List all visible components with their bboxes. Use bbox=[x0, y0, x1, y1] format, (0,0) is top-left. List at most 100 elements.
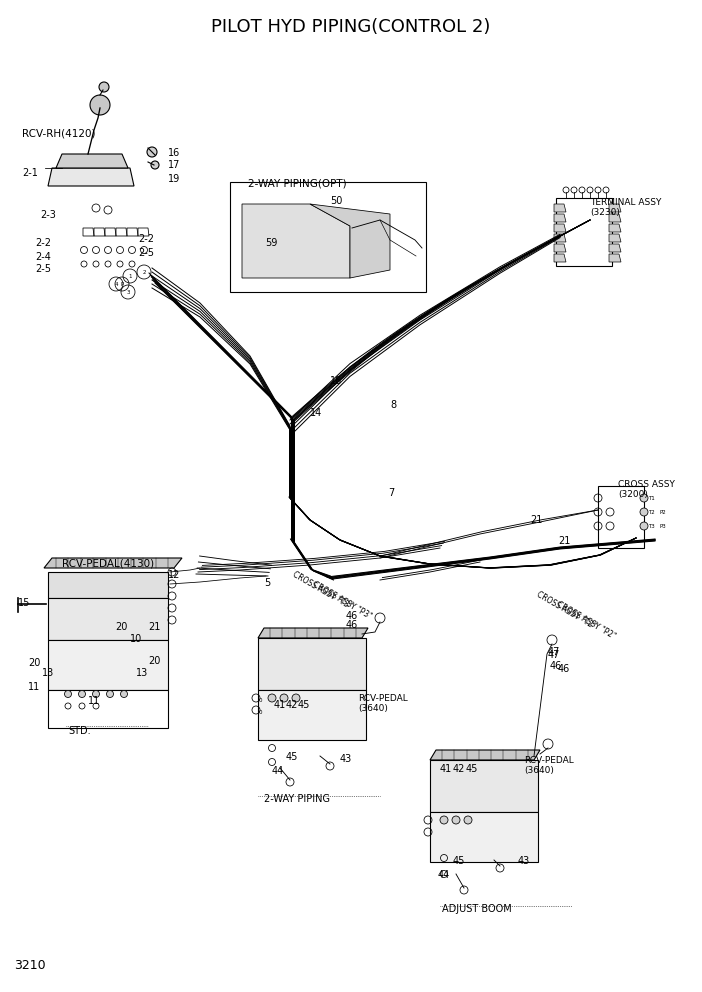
Polygon shape bbox=[609, 224, 621, 232]
Polygon shape bbox=[554, 204, 566, 212]
Text: T2: T2 bbox=[648, 510, 655, 515]
Text: 2-3: 2-3 bbox=[40, 210, 56, 220]
Text: 15: 15 bbox=[18, 598, 30, 608]
Text: 20: 20 bbox=[28, 658, 41, 668]
Text: RCV-PEDAL
(3640): RCV-PEDAL (3640) bbox=[524, 756, 574, 776]
Text: 13: 13 bbox=[136, 668, 148, 678]
Text: ADJUST BOOM: ADJUST BOOM bbox=[442, 904, 512, 914]
Polygon shape bbox=[44, 558, 182, 568]
Text: 16: 16 bbox=[168, 148, 180, 158]
Circle shape bbox=[90, 95, 110, 115]
Circle shape bbox=[147, 147, 157, 157]
Text: RCV-PEDAL
(3640): RCV-PEDAL (3640) bbox=[358, 694, 408, 713]
Text: 8: 8 bbox=[390, 400, 396, 410]
Text: 0: 0 bbox=[258, 697, 262, 702]
Text: 43: 43 bbox=[340, 754, 352, 764]
Text: T1: T1 bbox=[648, 495, 655, 501]
Text: 21: 21 bbox=[558, 536, 570, 546]
Polygon shape bbox=[609, 234, 621, 242]
Text: STD.: STD. bbox=[68, 726, 91, 736]
Text: CROSS ASSY
(3200): CROSS ASSY (3200) bbox=[618, 480, 675, 499]
Polygon shape bbox=[258, 628, 368, 638]
Polygon shape bbox=[609, 214, 621, 222]
Text: 2-5: 2-5 bbox=[138, 248, 154, 258]
Text: CROSS ASSY "T2": CROSS ASSY "T2" bbox=[536, 590, 597, 631]
Text: 2-4: 2-4 bbox=[35, 252, 51, 262]
Text: 42: 42 bbox=[453, 764, 465, 774]
Text: 11: 11 bbox=[88, 696, 100, 706]
Text: 44: 44 bbox=[272, 766, 284, 776]
Circle shape bbox=[280, 694, 288, 702]
Circle shape bbox=[65, 690, 72, 697]
Bar bbox=[48, 640, 168, 690]
Text: 19: 19 bbox=[168, 174, 180, 184]
Circle shape bbox=[79, 690, 86, 697]
Text: 45: 45 bbox=[298, 700, 310, 710]
Circle shape bbox=[107, 690, 114, 697]
Text: 2-2: 2-2 bbox=[138, 234, 154, 244]
Text: P3: P3 bbox=[660, 524, 667, 529]
Text: 11: 11 bbox=[28, 682, 40, 692]
Text: 21: 21 bbox=[148, 622, 160, 632]
Text: 41: 41 bbox=[440, 764, 452, 774]
Text: 17: 17 bbox=[168, 160, 180, 170]
Text: 18: 18 bbox=[330, 376, 343, 386]
Text: 21: 21 bbox=[530, 515, 543, 525]
Polygon shape bbox=[48, 572, 168, 598]
Text: 47: 47 bbox=[548, 650, 560, 660]
Bar bbox=[258, 638, 366, 690]
Circle shape bbox=[464, 816, 472, 824]
Text: CROSS ASSY "T3": CROSS ASSY "T3" bbox=[291, 570, 354, 611]
Circle shape bbox=[640, 494, 648, 502]
Circle shape bbox=[99, 82, 109, 92]
Text: 3: 3 bbox=[126, 290, 130, 295]
Text: 12: 12 bbox=[168, 570, 180, 580]
Text: 46: 46 bbox=[550, 661, 562, 671]
Polygon shape bbox=[48, 168, 134, 186]
Circle shape bbox=[151, 161, 159, 169]
Text: 10: 10 bbox=[130, 634, 143, 644]
Bar bbox=[598, 486, 644, 548]
Polygon shape bbox=[554, 224, 566, 232]
Bar bbox=[230, 182, 426, 292]
Text: 44: 44 bbox=[438, 870, 450, 880]
Circle shape bbox=[640, 522, 648, 530]
Text: 50: 50 bbox=[330, 196, 343, 206]
Text: P2: P2 bbox=[660, 510, 667, 515]
Text: CROSS ASSY "P2": CROSS ASSY "P2" bbox=[555, 600, 618, 641]
Polygon shape bbox=[56, 154, 128, 168]
Circle shape bbox=[440, 816, 448, 824]
Bar bbox=[556, 198, 612, 266]
Polygon shape bbox=[554, 244, 566, 252]
Text: T3: T3 bbox=[648, 524, 655, 529]
Text: 46: 46 bbox=[346, 611, 358, 621]
Circle shape bbox=[121, 690, 128, 697]
Bar bbox=[430, 812, 538, 862]
Polygon shape bbox=[609, 254, 621, 262]
Text: 0: 0 bbox=[258, 709, 262, 714]
Text: TERMINAL ASSY
(3230): TERMINAL ASSY (3230) bbox=[590, 198, 661, 217]
Text: 1: 1 bbox=[128, 274, 132, 279]
Circle shape bbox=[268, 694, 276, 702]
Text: 20: 20 bbox=[148, 656, 160, 666]
Text: RCV-RH(4120): RCV-RH(4120) bbox=[22, 128, 95, 138]
Bar bbox=[258, 690, 366, 740]
Text: P: P bbox=[120, 282, 124, 287]
Text: 47: 47 bbox=[548, 647, 560, 657]
Text: 45: 45 bbox=[286, 752, 298, 762]
Text: 2-WAY PIPING: 2-WAY PIPING bbox=[264, 794, 330, 804]
Polygon shape bbox=[242, 204, 350, 278]
Text: 45: 45 bbox=[466, 764, 478, 774]
Text: 20: 20 bbox=[115, 622, 127, 632]
Text: 5: 5 bbox=[264, 578, 270, 588]
Text: PILOT HYD PIPING(CONTROL 2): PILOT HYD PIPING(CONTROL 2) bbox=[211, 18, 491, 36]
Text: 2: 2 bbox=[143, 270, 146, 275]
Circle shape bbox=[93, 690, 100, 697]
Polygon shape bbox=[554, 234, 566, 242]
Text: 2-2: 2-2 bbox=[35, 238, 51, 248]
Text: 41: 41 bbox=[274, 700, 286, 710]
Circle shape bbox=[452, 816, 460, 824]
Bar bbox=[48, 690, 168, 728]
Polygon shape bbox=[609, 204, 621, 212]
Text: 13: 13 bbox=[42, 668, 54, 678]
